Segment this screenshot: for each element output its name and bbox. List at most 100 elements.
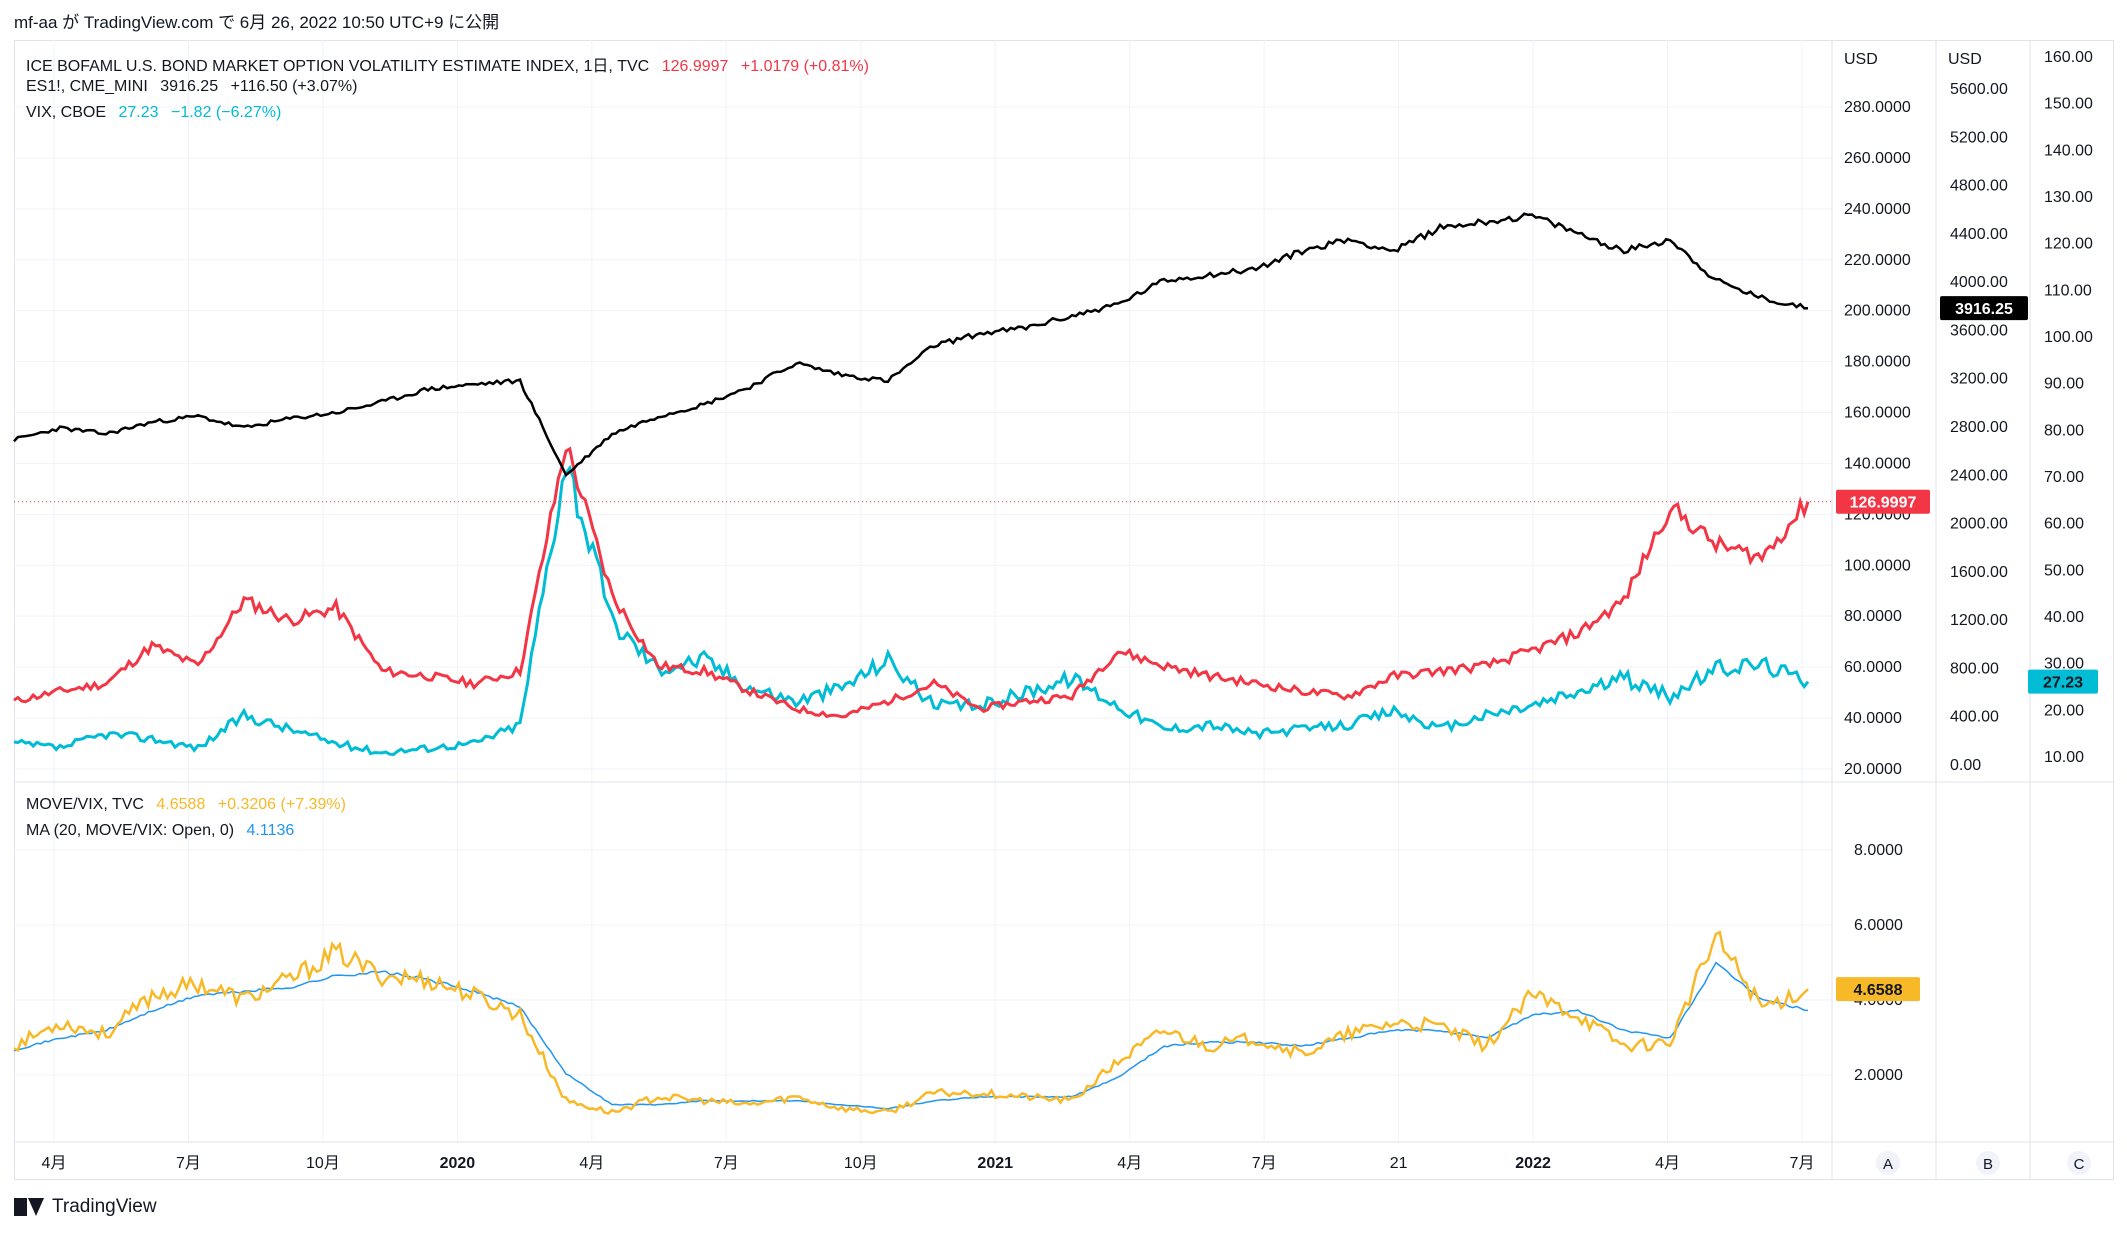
legend-ratio: MOVE/VIX, TVC 4.6588 +0.3206 (+7.39%) [26,796,354,814]
scale-button-c[interactable] [2067,1151,2091,1175]
x-tick-label: 7月 [176,1155,201,1172]
scale-c-tick: 70.00 [2044,469,2084,486]
tradingview-logo-icon [14,1198,44,1216]
footer-brand[interactable]: TradingView [14,1196,157,1218]
legend-vix-change: −1.82 (−6.27%) [170,104,282,121]
ma-series-line [13,961,1809,1110]
legend-move-name: ICE BOFAML U.S. BOND MARKET OPTION VOLAT… [26,58,650,75]
scale-c-tick: 30.00 [2044,656,2084,673]
price-tags: 126.9997 3916.25 27.23 4.6588 [1836,296,2098,1002]
scale-a-tick: 20.0000 [1844,761,1902,778]
scale-b-tick: 4800.00 [1950,178,2008,195]
vix-price-tag-bg [2028,669,2098,694]
tick-labels: 4月 7月 10月 2020 4月 7月 10月 2021 4月 7月 21 2022 4月 7月 USD 2… [42,49,2093,1175]
scale-a-tick: 280.0000 [1844,99,1911,116]
scale-a-tick: 40.0000 [1844,710,1902,727]
scale-c-tick: 40.00 [2044,609,2084,626]
grid-lines [14,40,1832,1142]
x-tick-label: 7月 [1252,1155,1277,1172]
x-tick-label: 4月 [1655,1155,1680,1172]
axis-dividers [14,40,2113,1180]
scale-a-tick: 100.0000 [1844,557,1911,574]
scale-c-tick: 160.00 [2044,49,2093,66]
scale-button-label: C [2074,1156,2085,1173]
legend-es: ES1!, CME_MINI 3916.25 +116.50 (+3.07%) [26,78,365,96]
scale-c-tick: 50.00 [2044,562,2084,579]
es-price-tag-bg [1940,296,2028,321]
legend-es-change: +116.50 (+3.07%) [230,78,358,95]
scale-button-a[interactable] [1876,1151,1900,1175]
x-tick-label: 2021 [977,1155,1013,1172]
legend-move-change: +1.0179 (+0.81%) [740,58,869,75]
chart-frame [14,40,2114,1180]
scale-a-tick: 260.0000 [1844,150,1911,167]
scale-b-tick: 800.00 [1950,660,1999,677]
scale-b-tick: 5200.00 [1950,129,2008,146]
scale-button-label: B [1983,1156,1993,1173]
scale-c-tick: 150.00 [2044,96,2093,113]
legend-es-value: 3916.25 [160,78,219,95]
scale-button-b[interactable] [1976,1151,2000,1175]
move-price-tag: 126.9997 [1850,495,1917,512]
ratio-price-tag: 4.6588 [1854,982,1903,999]
es-price-tag: 3916.25 [1955,301,2013,318]
scale-a-tick: 60.0000 [1844,659,1902,676]
scale-b-tick: 4000.00 [1950,274,2008,291]
usd-label-b: USD [1948,51,1982,68]
scale-c-tick: 130.00 [2044,189,2093,206]
scale-b-tick: 0.00 [1950,757,1981,774]
lower-tick: 8.0000 [1854,842,1903,859]
x-tick-label: 10月 [844,1155,878,1172]
legend-ma-name: MA (20, MOVE/VIX: Open, 0) [26,822,235,839]
scale-b-tick: 2800.00 [1950,419,2008,436]
scale-c-tick: 10.00 [2044,749,2084,766]
scale-c-tick: 80.00 [2044,422,2084,439]
main-pane-series [13,212,1832,757]
es-series-line [13,212,1809,477]
x-tick-label: 21 [1390,1155,1408,1172]
scale-b-tick: 1200.00 [1950,612,2008,629]
scale-b-tick: 400.00 [1950,709,1999,726]
scale-c-tick: 140.00 [2044,142,2093,159]
scale-b-tick: 5600.00 [1950,81,2008,98]
vix-price-tag: 27.23 [2043,675,2083,692]
scale-c-tick: 90.00 [2044,376,2084,393]
scale-a-tick: 160.0000 [1844,405,1911,422]
scale-c-tick: 100.00 [2044,329,2093,346]
legend-es-name: ES1!, CME_MINI [26,78,148,95]
footer-brand-label: TradingView [52,1196,157,1217]
legend-vix: VIX, CBOE 27.23 −1.82 (−6.27%) [26,104,289,122]
move-price-tag-bg [1836,489,1930,514]
ratio-series-line [13,930,1809,1115]
x-tick-label: 2020 [440,1155,476,1172]
legend-ma-value: 4.1136 [246,822,295,839]
legend-ratio-change: +0.3206 (+7.39%) [217,796,346,813]
scale-b-tick: 2400.00 [1950,467,2008,484]
scale-a-tick: 180.0000 [1844,354,1911,371]
legend-move-value: 126.9997 [661,58,729,75]
scale-a-tick: 240.0000 [1844,201,1911,218]
legend-move: ICE BOFAML U.S. BOND MARKET OPTION VOLAT… [26,52,877,76]
scale-a-tick: 140.0000 [1844,455,1911,472]
legend-ratio-value: 4.6588 [156,796,206,813]
vix-series-line [13,464,1810,757]
scale-b-tick: 3600.00 [1950,322,2008,339]
scale-b-tick: 2000.00 [1950,516,2008,533]
scale-a-tick: 220.0000 [1844,252,1911,269]
scale-b-tick: 4400.00 [1950,226,2008,243]
x-tick-label: 4月 [42,1155,67,1172]
scale-c-tick: 120.00 [2044,236,2093,253]
scale-b-tick: 3200.00 [1950,371,2008,388]
lower-tick: 2.0000 [1854,1067,1903,1084]
x-tick-label: 7月 [1790,1155,1815,1172]
scale-c-tick: 20.00 [2044,702,2084,719]
legend-vix-value: 27.23 [118,104,159,121]
lower-pane-series [13,930,1809,1115]
x-tick-label: 7月 [714,1155,739,1172]
legend-ratio-name: MOVE/VIX, TVC [26,796,144,813]
legend-vix-name: VIX, CBOE [26,104,107,121]
scale-b-tick: 1600.00 [1950,564,2008,581]
x-tick-label: 4月 [579,1155,604,1172]
